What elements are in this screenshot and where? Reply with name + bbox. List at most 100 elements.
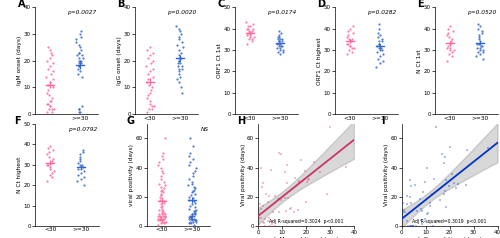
Point — [476, 52, 484, 56]
Point — [406, 195, 414, 199]
Point — [174, 56, 182, 60]
Point — [158, 196, 166, 200]
Point — [158, 211, 166, 215]
Point — [160, 217, 168, 221]
Point — [46, 173, 54, 177]
Point — [80, 183, 88, 187]
Point — [44, 45, 52, 49]
Point — [310, 160, 318, 164]
Point — [154, 217, 162, 221]
Point — [424, 166, 432, 170]
Point — [242, 27, 250, 30]
Point — [186, 214, 194, 218]
Point — [279, 50, 287, 54]
Point — [158, 220, 166, 224]
Point — [76, 159, 84, 163]
Point — [430, 177, 438, 181]
Point — [144, 72, 152, 76]
Point — [188, 217, 196, 221]
Point — [184, 221, 192, 225]
Point — [270, 224, 278, 228]
Point — [160, 199, 168, 203]
X-axis label: IgM onset time (days): IgM onset time (days) — [274, 237, 338, 238]
Point — [274, 40, 282, 43]
Point — [276, 52, 284, 56]
Point — [146, 54, 154, 57]
Point — [74, 167, 82, 171]
Point — [158, 210, 166, 213]
Point — [374, 42, 382, 45]
Point — [176, 59, 184, 63]
Point — [46, 165, 54, 169]
Point — [372, 65, 380, 69]
Text: G: G — [126, 116, 134, 126]
Point — [44, 146, 52, 150]
Point — [446, 145, 454, 149]
Point — [192, 218, 200, 222]
Point — [426, 204, 434, 208]
Point — [144, 56, 152, 60]
Point — [43, 153, 51, 156]
Point — [273, 46, 281, 50]
Point — [276, 40, 283, 43]
Point — [158, 188, 166, 191]
Point — [190, 199, 198, 203]
Point — [276, 44, 283, 48]
Point — [349, 25, 357, 28]
Point — [242, 33, 250, 37]
Point — [76, 157, 84, 160]
Point — [278, 44, 285, 48]
Point — [43, 59, 51, 63]
Point — [350, 46, 358, 50]
Point — [349, 31, 357, 35]
Point — [274, 35, 282, 39]
Point — [172, 24, 180, 28]
Point — [423, 212, 431, 216]
Point — [248, 29, 256, 33]
Point — [160, 201, 168, 205]
Point — [178, 91, 186, 95]
Point — [42, 102, 50, 105]
Point — [476, 46, 484, 50]
Point — [146, 69, 154, 73]
Point — [374, 57, 382, 60]
Y-axis label: N Ct highest: N Ct highest — [18, 157, 22, 193]
Point — [78, 75, 86, 79]
Point — [402, 219, 410, 223]
Y-axis label: ORF1 Ct 1st: ORF1 Ct 1st — [218, 43, 222, 78]
Point — [294, 179, 302, 183]
Point — [452, 186, 460, 190]
Point — [156, 218, 164, 222]
Point — [444, 184, 452, 188]
Point — [264, 200, 272, 204]
Point — [442, 33, 450, 37]
Point — [146, 91, 154, 95]
Point — [374, 40, 382, 43]
Point — [260, 218, 268, 221]
Point — [78, 59, 86, 63]
Point — [346, 27, 354, 30]
Point — [156, 208, 164, 212]
Point — [144, 94, 152, 97]
Text: I: I — [381, 116, 384, 126]
Point — [346, 44, 354, 48]
Point — [374, 22, 382, 26]
Point — [442, 205, 450, 209]
Point — [450, 181, 458, 185]
Point — [305, 177, 313, 181]
Point — [373, 50, 381, 54]
Point — [301, 169, 309, 173]
Point — [188, 214, 196, 218]
Point — [407, 184, 415, 188]
Point — [268, 222, 276, 226]
Point — [158, 213, 166, 216]
Point — [76, 64, 84, 68]
Point — [257, 216, 265, 219]
Point — [159, 191, 167, 194]
Point — [79, 56, 87, 60]
Point — [416, 207, 424, 211]
Point — [157, 205, 165, 209]
Point — [186, 154, 194, 158]
Y-axis label: N Ct 1st: N Ct 1st — [418, 49, 422, 73]
Point — [78, 165, 86, 169]
